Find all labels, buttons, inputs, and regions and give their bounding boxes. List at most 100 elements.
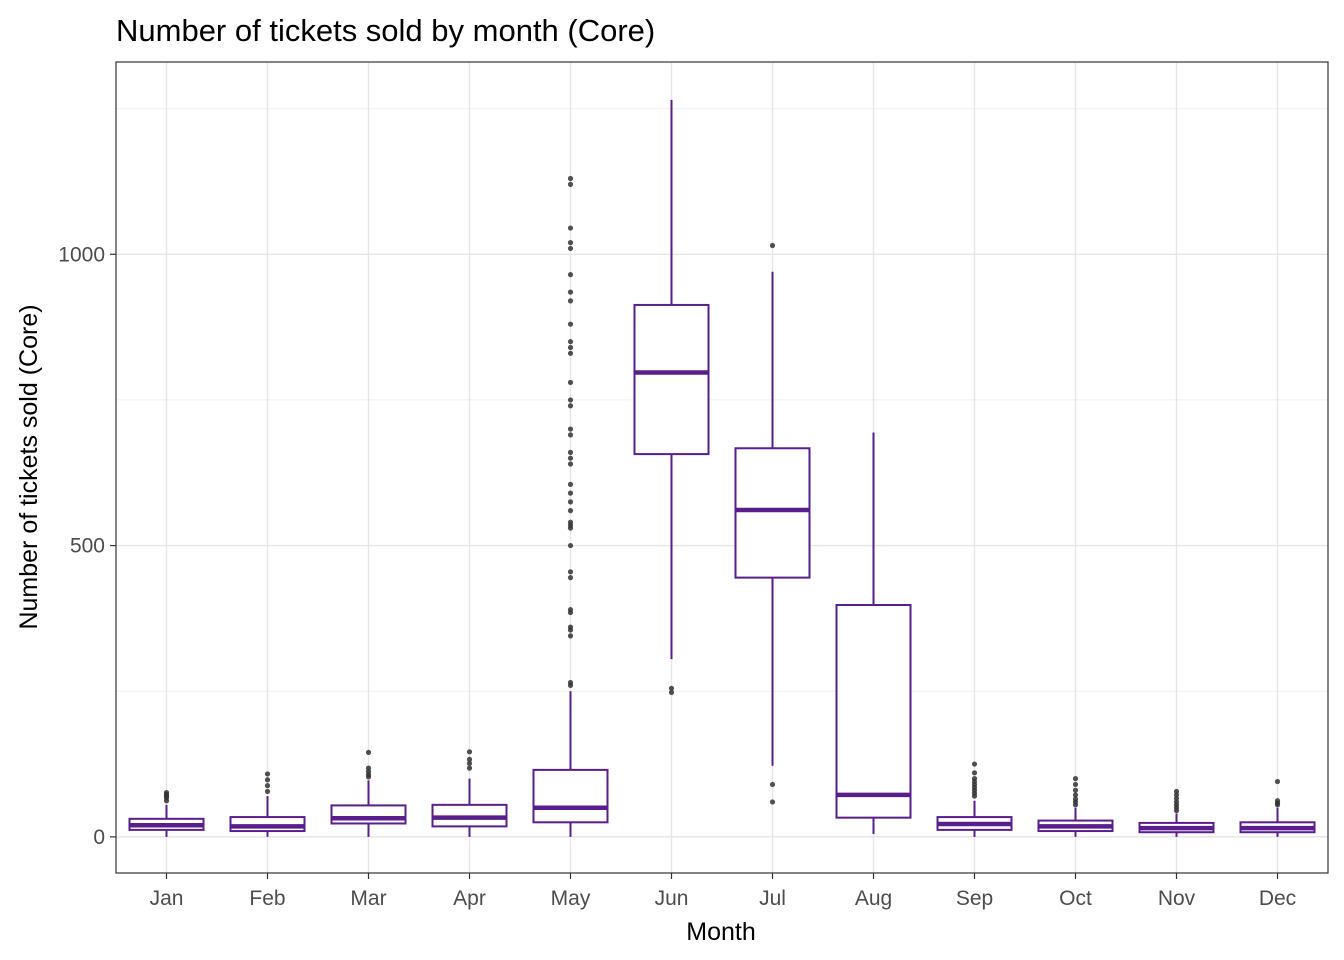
outlier-point xyxy=(1072,781,1079,788)
outlier-point xyxy=(264,788,271,795)
outlier-point xyxy=(567,519,574,525)
iqr-box xyxy=(330,804,407,825)
chart-title: Number of tickets sold by month (Core) xyxy=(116,13,655,48)
outlier-point xyxy=(1072,776,1079,782)
outlier-point xyxy=(1072,787,1079,793)
outlier-point xyxy=(567,499,574,505)
outlier-point xyxy=(567,461,574,467)
x-axis: Jan Feb Mar Apr May Jun Jul Aug Sep Oct Nov Dec xyxy=(150,873,1296,910)
outlier-point xyxy=(567,321,574,327)
x-axis-title: Month xyxy=(686,918,755,946)
outlier-point xyxy=(567,569,574,575)
outlier-point xyxy=(567,397,574,403)
outlier-point xyxy=(567,344,574,351)
outlier-point xyxy=(1072,796,1079,802)
outlier-point xyxy=(567,245,574,252)
outlier-point xyxy=(567,289,574,295)
outlier-point xyxy=(971,770,978,776)
outlier-point xyxy=(567,633,574,639)
outlier-point xyxy=(769,799,776,805)
box-jul xyxy=(734,242,811,805)
x-tick-label: Mar xyxy=(350,887,386,910)
outlier-point xyxy=(668,689,675,695)
box-nov xyxy=(1138,788,1215,837)
iqr-box xyxy=(532,768,609,824)
outlier-point xyxy=(466,765,473,771)
outlier-point xyxy=(567,240,574,246)
outlier-point xyxy=(971,761,978,767)
outlier-point xyxy=(567,432,574,438)
outlier-point xyxy=(466,756,473,762)
outlier-point xyxy=(567,624,574,630)
outlier-point xyxy=(1173,788,1180,795)
outlier-point xyxy=(567,379,574,386)
outlier-point xyxy=(567,272,574,278)
outlier-point xyxy=(567,508,574,514)
outlier-point xyxy=(1274,798,1281,804)
box-jan xyxy=(128,789,205,837)
outlier-point xyxy=(567,542,574,549)
outlier-point xyxy=(466,760,473,767)
outlier-point xyxy=(1072,792,1079,798)
outlier-point xyxy=(1274,778,1281,785)
iqr-box xyxy=(734,447,811,579)
plot-panel-border xyxy=(115,61,1329,874)
outlier-point xyxy=(567,181,574,187)
y-tick-label: 0 xyxy=(93,826,105,849)
box-feb xyxy=(229,771,306,837)
x-tick-label: Jul xyxy=(759,887,786,910)
outlier-point xyxy=(567,455,574,461)
box-dec xyxy=(1239,778,1316,837)
outlier-point xyxy=(971,776,978,782)
x-tick-label: Nov xyxy=(1158,887,1196,910)
outlier-point xyxy=(567,403,574,409)
outlier-point xyxy=(567,298,574,304)
outlier-point xyxy=(567,575,574,581)
y-tick-label: 500 xyxy=(70,535,105,558)
x-tick-label: Aug xyxy=(855,887,892,910)
x-tick-label: Feb xyxy=(249,887,285,910)
outlier-point xyxy=(567,490,574,496)
box-mar xyxy=(330,749,407,837)
x-tick-label: May xyxy=(551,887,591,910)
outlier-point xyxy=(567,481,574,487)
y-axis: 0 500 1000 xyxy=(58,243,116,849)
y-tick-label: 1000 xyxy=(58,243,105,266)
iqr-box xyxy=(229,816,306,833)
x-tick-label: Sep xyxy=(956,887,993,910)
outlier-point xyxy=(264,777,271,783)
outlier-point xyxy=(567,607,574,613)
outlier-point xyxy=(769,781,776,788)
x-tick-label: Apr xyxy=(453,887,486,910)
outlier-point xyxy=(567,426,574,432)
iqr-box xyxy=(633,303,710,456)
box-aug xyxy=(835,432,912,834)
outlier-point xyxy=(567,339,574,345)
x-tick-label: Jun xyxy=(655,887,689,910)
outlier-point xyxy=(365,765,372,771)
outlier-point xyxy=(365,749,372,755)
y-axis-title: Number of tickets sold (Core) xyxy=(15,304,43,629)
box-oct xyxy=(1037,776,1114,837)
box-series xyxy=(128,99,1316,837)
outlier-point xyxy=(668,685,675,691)
outlier-point xyxy=(567,225,574,231)
outlier-point xyxy=(567,175,574,182)
x-tick-label: Dec xyxy=(1259,887,1296,910)
box-may xyxy=(532,175,609,837)
box-apr xyxy=(431,749,508,837)
outlier-point xyxy=(567,679,574,686)
x-tick-label: Jan xyxy=(150,887,184,910)
x-tick-label: Oct xyxy=(1059,887,1092,910)
box-jun xyxy=(633,99,710,695)
box-sep xyxy=(936,761,1013,837)
outlier-point xyxy=(567,449,574,455)
outlier-point xyxy=(264,771,271,777)
outlier-point xyxy=(163,789,170,796)
outlier-point xyxy=(567,350,574,356)
grid-lines xyxy=(116,62,1328,873)
outlier-point xyxy=(769,242,776,249)
outlier-point xyxy=(466,749,473,755)
iqr-box xyxy=(835,603,912,819)
